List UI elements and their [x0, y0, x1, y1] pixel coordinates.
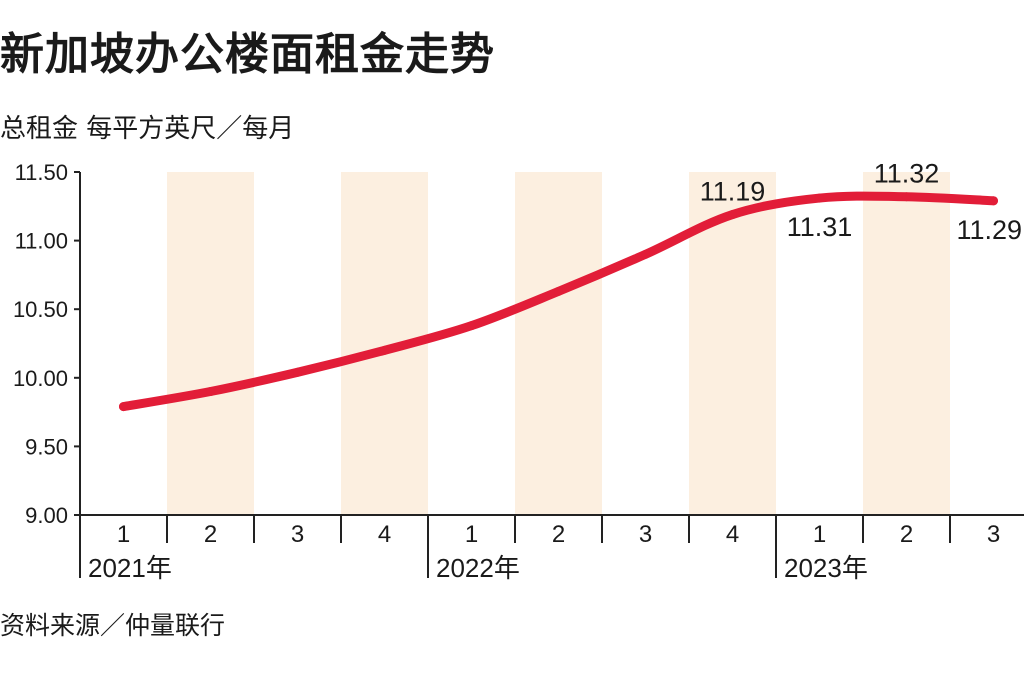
year-label: 2023年 — [784, 553, 868, 583]
data-label: 11.19 — [700, 177, 766, 207]
axes: 9.00 9.50 10.00 10.50 11.00 11.50 1 2 3 4 1 2 3 4 1 2 3 2… — [13, 160, 1024, 583]
data-point-4 — [467, 321, 476, 331]
data-point-10 — [989, 196, 998, 206]
series-lines — [119, 191, 998, 412]
y-tick-label: 9.50 — [25, 434, 68, 459]
data-point-0 — [119, 402, 128, 412]
chart-subtitle: 总租金 每平方英尺／每月 — [0, 114, 295, 144]
x-tick-label: 3 — [291, 521, 304, 548]
data-labels: 11.19 11.31 11.32 11.29 — [700, 159, 1022, 245]
y-tick-label: 11.50 — [15, 160, 68, 185]
shaded-band-q1 — [167, 172, 254, 515]
x-tick-label: 2 — [552, 521, 565, 548]
data-point-5 — [554, 286, 563, 296]
y-tick-label: 10.50 — [13, 297, 68, 322]
chart-title: 新加坡办公楼面租金走势 — [0, 29, 495, 80]
year-label: 2022年 — [436, 553, 520, 583]
data-point-3 — [380, 345, 389, 355]
data-label: 11.29 — [956, 215, 1022, 245]
data-point-9 — [902, 192, 911, 202]
data-point-1 — [206, 387, 215, 397]
y-tick-label: 11.00 — [15, 229, 68, 254]
x-tick-label: 1 — [813, 521, 826, 548]
x-tick-label: 4 — [726, 521, 739, 548]
data-point-2 — [293, 367, 302, 377]
y-tick-label: 10.00 — [13, 366, 68, 391]
y-tick-label: 9.00 — [25, 503, 68, 528]
x-tick-label: 3 — [987, 521, 1000, 548]
chart-source: 资料来源／仲量联行 — [0, 611, 226, 640]
shaded-band-q5 — [515, 172, 602, 515]
x-tick-label: 1 — [465, 521, 478, 548]
x-tick-label: 3 — [639, 521, 652, 548]
data-label: 11.32 — [874, 159, 940, 189]
data-point-8 — [815, 193, 824, 203]
shaded-band-q9 — [863, 172, 950, 515]
shaded-bands — [167, 172, 950, 515]
data-label: 11.31 — [787, 212, 853, 242]
year-label: 2021年 — [88, 553, 172, 583]
x-tick-label: 1 — [117, 521, 130, 548]
data-point-7 — [728, 210, 737, 220]
data-point-6 — [641, 249, 650, 259]
x-tick-label: 4 — [378, 521, 391, 548]
x-tick-label: 2 — [204, 521, 217, 548]
x-tick-label: 2 — [900, 521, 913, 548]
